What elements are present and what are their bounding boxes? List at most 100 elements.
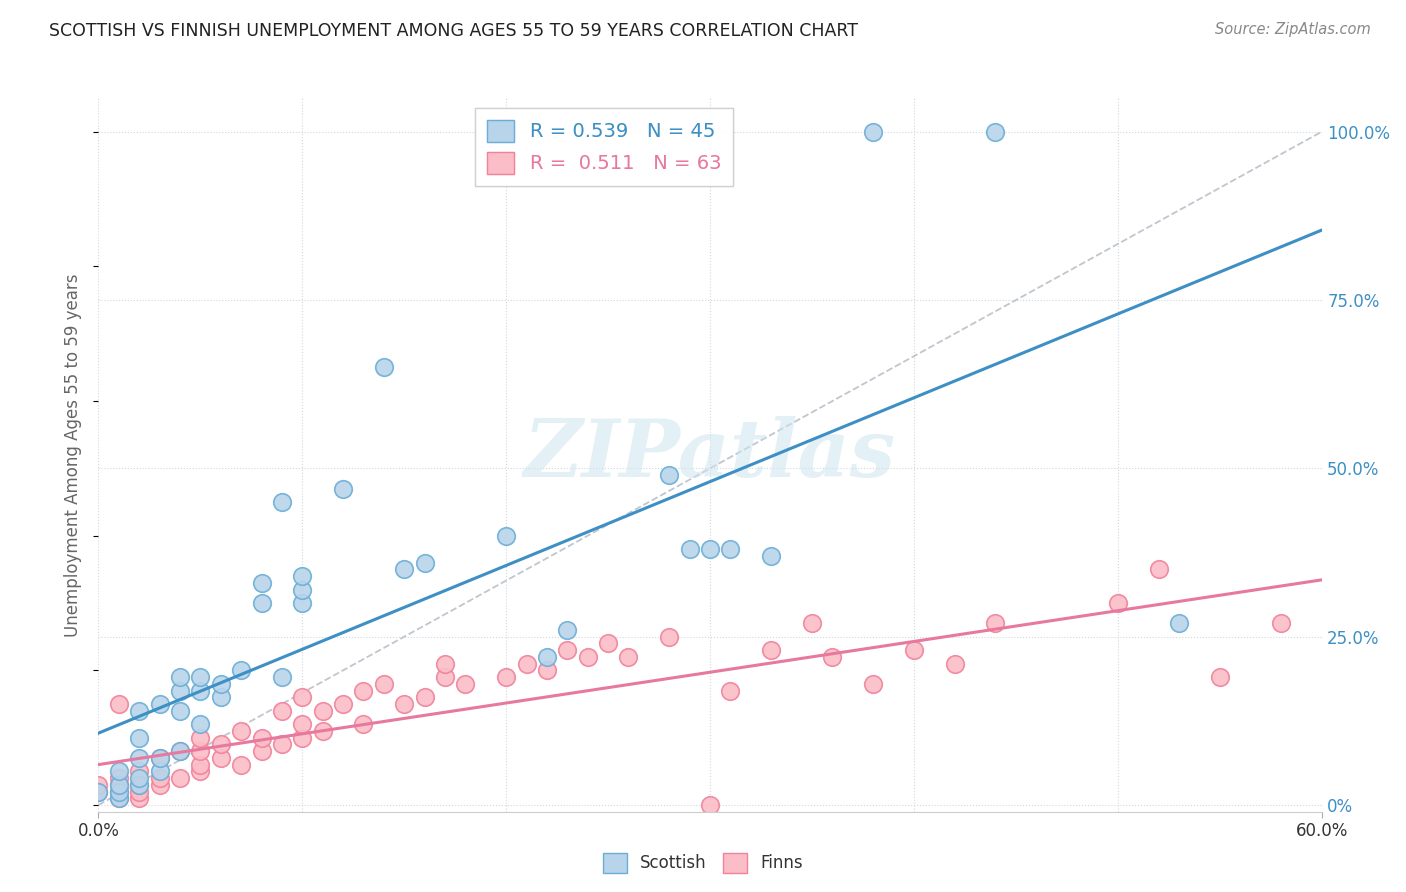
Point [231, 664, 253, 678]
Point [943, 657, 966, 671]
Point [128, 778, 150, 792]
Point [658, 468, 681, 483]
Point [720, 542, 742, 557]
Point [1167, 616, 1189, 631]
Point [617, 649, 640, 664]
Point [250, 596, 273, 610]
Point [87, 778, 110, 792]
Point [761, 643, 783, 657]
Point [352, 717, 374, 731]
Point [128, 778, 150, 792]
Legend: R = 0.539   N = 45, R =  0.511   N = 63: R = 0.539 N = 45, R = 0.511 N = 63 [475, 108, 733, 186]
Point [149, 751, 172, 765]
Point [149, 764, 172, 779]
Point [454, 677, 477, 691]
Point [188, 757, 212, 772]
Point [699, 542, 721, 557]
Point [903, 643, 925, 657]
Point [291, 690, 314, 705]
Point [679, 542, 702, 557]
Point [231, 723, 253, 738]
Point [128, 704, 150, 718]
Legend: Scottish, Finns: Scottish, Finns [596, 847, 810, 880]
Point [658, 630, 681, 644]
Point [291, 569, 314, 583]
Point [312, 723, 335, 738]
Point [720, 683, 742, 698]
Point [536, 649, 558, 664]
Point [270, 738, 294, 752]
Point [516, 657, 538, 671]
Point [434, 670, 457, 684]
Point [169, 670, 191, 684]
Point [821, 649, 844, 664]
Point [291, 596, 314, 610]
Point [250, 731, 273, 745]
Point [270, 704, 294, 718]
Text: Source: ZipAtlas.com: Source: ZipAtlas.com [1215, 22, 1371, 37]
Point [862, 677, 884, 691]
Point [128, 784, 150, 798]
Point [128, 791, 150, 805]
Point [87, 784, 110, 798]
Point [169, 704, 191, 718]
Point [149, 751, 172, 765]
Point [495, 670, 517, 684]
Point [1209, 670, 1232, 684]
Point [332, 697, 354, 711]
Point [188, 717, 212, 731]
Point [108, 791, 131, 805]
Point [188, 683, 212, 698]
Point [169, 771, 191, 785]
Point [188, 764, 212, 779]
Point [270, 495, 294, 509]
Point [536, 664, 558, 678]
Point [699, 797, 721, 812]
Point [413, 690, 436, 705]
Point [128, 764, 150, 779]
Y-axis label: Unemployment Among Ages 55 to 59 years: Unemployment Among Ages 55 to 59 years [65, 273, 83, 637]
Point [188, 731, 212, 745]
Point [108, 778, 131, 792]
Point [1147, 562, 1170, 576]
Point [576, 649, 599, 664]
Point [373, 360, 395, 375]
Point [209, 751, 232, 765]
Point [557, 643, 579, 657]
Point [1107, 596, 1129, 610]
Point [169, 683, 191, 698]
Point [149, 697, 172, 711]
Point [188, 744, 212, 758]
Point [108, 771, 131, 785]
Point [108, 791, 131, 805]
Point [188, 670, 212, 684]
Point [392, 562, 416, 576]
Point [209, 738, 232, 752]
Point [984, 125, 1007, 139]
Point [108, 784, 131, 798]
Point [801, 616, 824, 631]
Point [169, 744, 191, 758]
Point [128, 731, 150, 745]
Point [598, 636, 620, 650]
Point [862, 125, 884, 139]
Point [231, 757, 253, 772]
Point [373, 677, 395, 691]
Point [169, 744, 191, 758]
Point [108, 697, 131, 711]
Point [984, 616, 1007, 631]
Point [128, 771, 150, 785]
Point [209, 690, 232, 705]
Point [352, 683, 374, 698]
Point [270, 670, 294, 684]
Point [128, 751, 150, 765]
Point [557, 623, 579, 637]
Text: SCOTTISH VS FINNISH UNEMPLOYMENT AMONG AGES 55 TO 59 YEARS CORRELATION CHART: SCOTTISH VS FINNISH UNEMPLOYMENT AMONG A… [49, 22, 858, 40]
Point [332, 482, 354, 496]
Point [250, 575, 273, 590]
Text: ZIPatlas: ZIPatlas [524, 417, 896, 493]
Point [209, 677, 232, 691]
Point [291, 731, 314, 745]
Point [291, 717, 314, 731]
Point [413, 556, 436, 570]
